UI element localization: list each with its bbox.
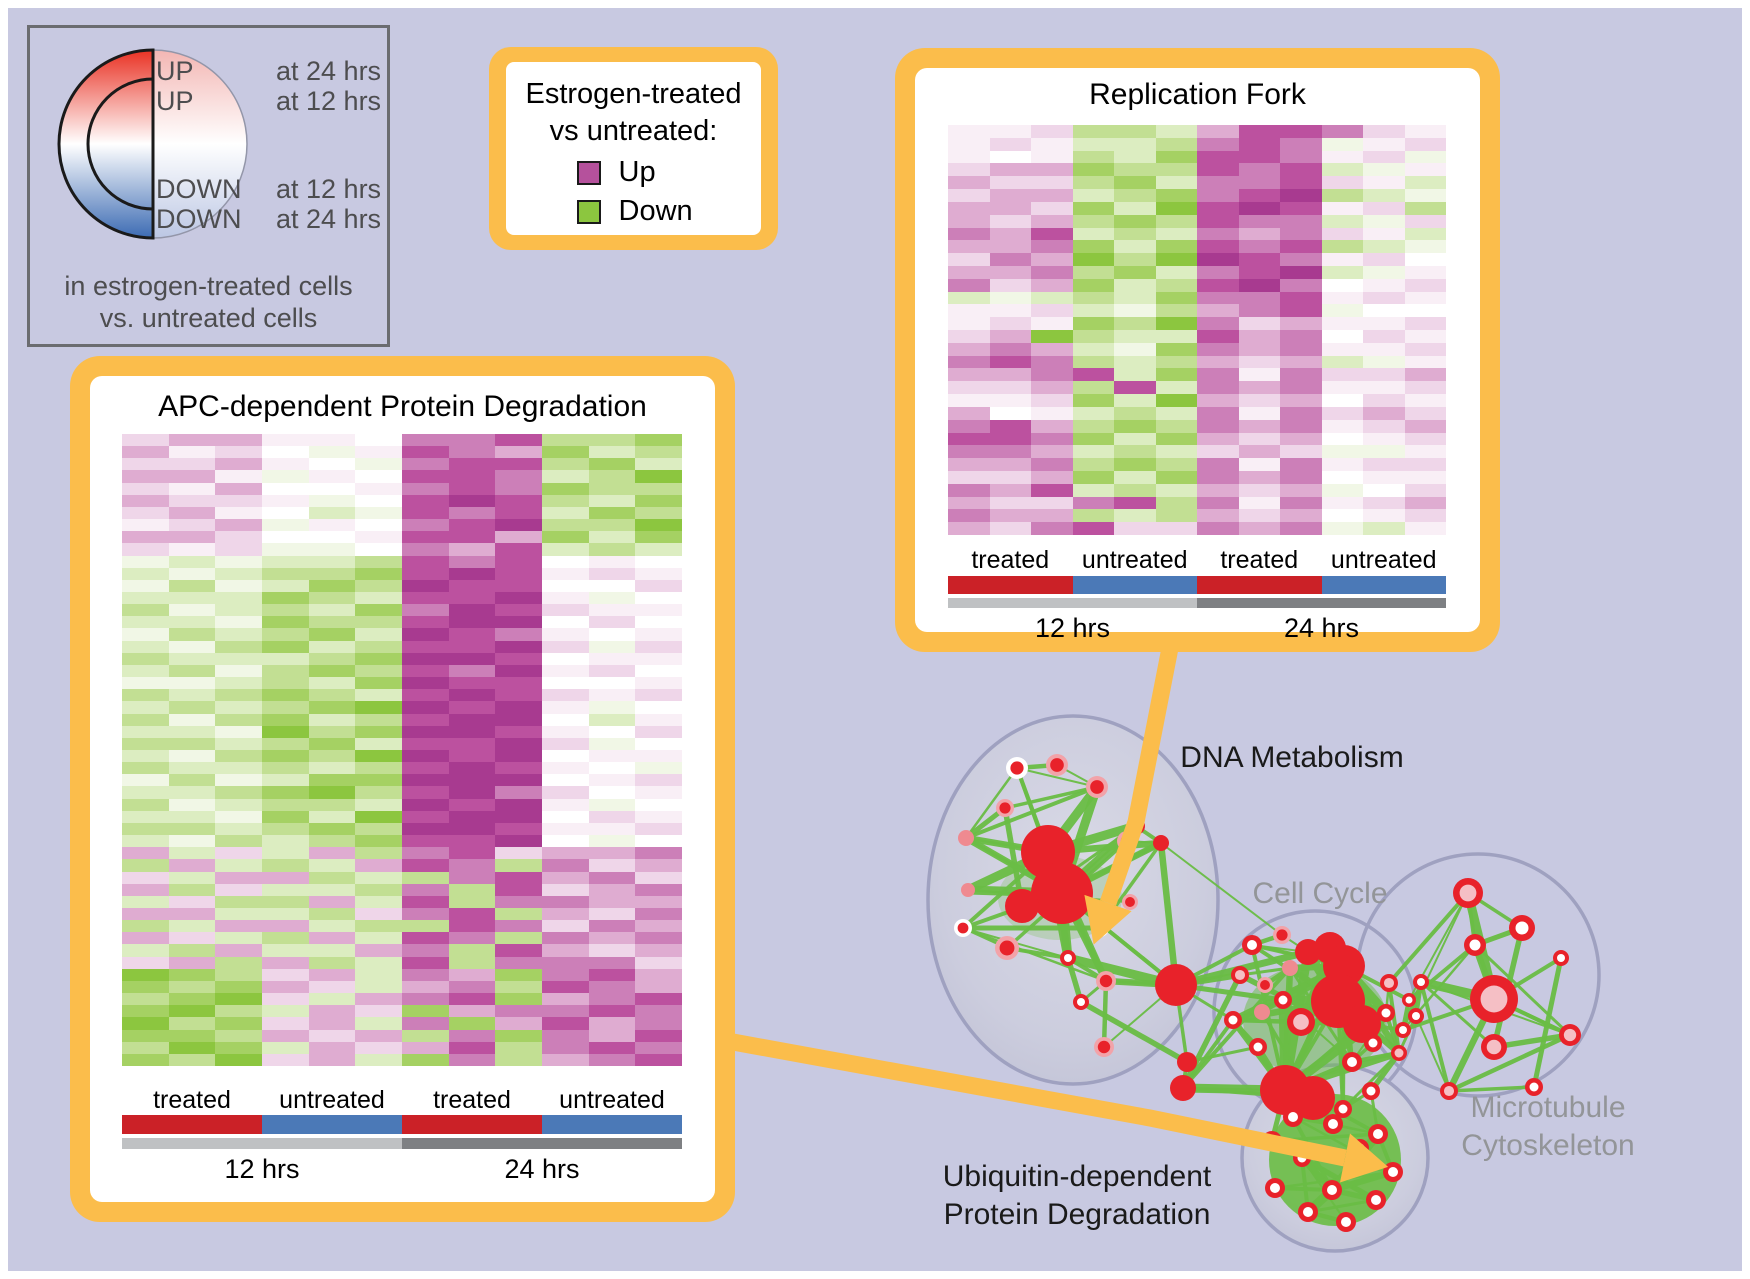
- network-node-core: [1486, 1039, 1502, 1055]
- network-node-core: [1515, 921, 1529, 935]
- network-edge: [1186, 1045, 1259, 1064]
- arrow-shaft-apc-to-ubiquitin: [731, 1033, 1347, 1167]
- network-edge: [1101, 980, 1109, 1048]
- network-node-core: [1557, 954, 1565, 962]
- network-node-core: [1373, 1129, 1383, 1139]
- network-node: [958, 830, 974, 846]
- network-node: [1153, 835, 1169, 851]
- network-node: [961, 883, 975, 897]
- network-node: [1005, 889, 1039, 923]
- network-node-core: [1090, 780, 1104, 794]
- network-node: [1031, 862, 1093, 924]
- network-node-core: [1443, 1085, 1455, 1097]
- network-node-core: [1480, 985, 1508, 1013]
- network-node-core: [1010, 761, 1024, 775]
- network-node-core: [1247, 940, 1257, 950]
- arrow-shaft-replication-fork-to-dna-metabolism: [1099, 646, 1179, 906]
- network-node-core: [1405, 996, 1413, 1004]
- network-node-core: [1417, 978, 1425, 986]
- network-node-core: [1529, 1082, 1539, 1092]
- network-edge: [1307, 1198, 1377, 1214]
- network-edge: [1387, 891, 1470, 985]
- network-node-core: [1328, 1119, 1338, 1129]
- network-node-core: [1563, 1028, 1577, 1042]
- network-edge: [1157, 842, 1180, 986]
- network-edge: [1004, 785, 1098, 810]
- network-node-core: [1125, 897, 1135, 907]
- network-node-core: [1288, 1112, 1298, 1122]
- network-node-core: [1077, 998, 1085, 1006]
- network-node-core: [1270, 1183, 1280, 1193]
- network-node-core: [1394, 1048, 1404, 1058]
- network-edge: [1448, 1085, 1535, 1093]
- network-node-core: [1234, 969, 1246, 981]
- network-edge: [1419, 981, 1451, 1092]
- network-node-core: [1253, 1042, 1263, 1052]
- arrow-head-replication-fork-to-dna-metabolism: [1084, 894, 1132, 945]
- network-edge: [1016, 767, 1098, 788]
- network-node-core: [1412, 1012, 1420, 1020]
- network-edge: [964, 767, 1019, 839]
- network-node-core: [1064, 954, 1072, 962]
- network-node: [1155, 964, 1197, 1006]
- network-node-core: [1228, 1015, 1238, 1025]
- network-node-core: [1260, 980, 1270, 990]
- network-edge: [1448, 1032, 1571, 1094]
- network-node-core: [1388, 1167, 1398, 1177]
- network-node-core: [1383, 977, 1395, 989]
- network-node: [1343, 1005, 1381, 1043]
- network-node-core: [1469, 939, 1481, 951]
- network-edge: [1473, 943, 1572, 1037]
- network-edge: [1415, 1015, 1450, 1092]
- arrow-head-apc-to-ubiquitin: [1339, 1133, 1389, 1183]
- network-node-core: [1278, 995, 1288, 1005]
- network-edge: [1160, 842, 1283, 936]
- network-node-core: [957, 922, 969, 934]
- network-node-core: [1399, 1026, 1407, 1034]
- network-node-core: [1097, 1040, 1111, 1054]
- network-node-core: [1371, 1195, 1381, 1205]
- network-node-core: [1459, 884, 1477, 902]
- network-node: [1254, 1004, 1270, 1020]
- network-node-core: [1293, 1014, 1309, 1030]
- network-node-core: [1099, 974, 1113, 988]
- network-node-core: [1050, 758, 1064, 772]
- network-edge: [1407, 943, 1477, 1002]
- network-node: [1170, 1075, 1196, 1101]
- network-node-core: [1368, 1038, 1378, 1048]
- network-edge: [1420, 980, 1495, 1049]
- network-node: [1177, 1052, 1197, 1072]
- network-node-core: [1327, 1185, 1337, 1195]
- network-edge: [1341, 1051, 1401, 1111]
- network-node-core: [1303, 1207, 1313, 1217]
- network-node-core: [1338, 1104, 1348, 1114]
- network-node-core: [1347, 1057, 1357, 1067]
- network-edge: [1181, 1018, 1235, 1090]
- network-node-core: [1366, 1086, 1376, 1096]
- network-node: [1282, 960, 1298, 976]
- network-node-core: [999, 940, 1015, 956]
- network-edge: [1079, 999, 1189, 1065]
- network-node-core: [1341, 1217, 1351, 1227]
- network-node-core: [1381, 1008, 1391, 1018]
- network-node-core: [1276, 929, 1288, 941]
- network-edge: [1387, 982, 1401, 1054]
- network-node: [1291, 1076, 1335, 1120]
- network-node-core: [999, 802, 1011, 814]
- network-edge: [1331, 1168, 1394, 1194]
- network-edge: [1402, 892, 1469, 1031]
